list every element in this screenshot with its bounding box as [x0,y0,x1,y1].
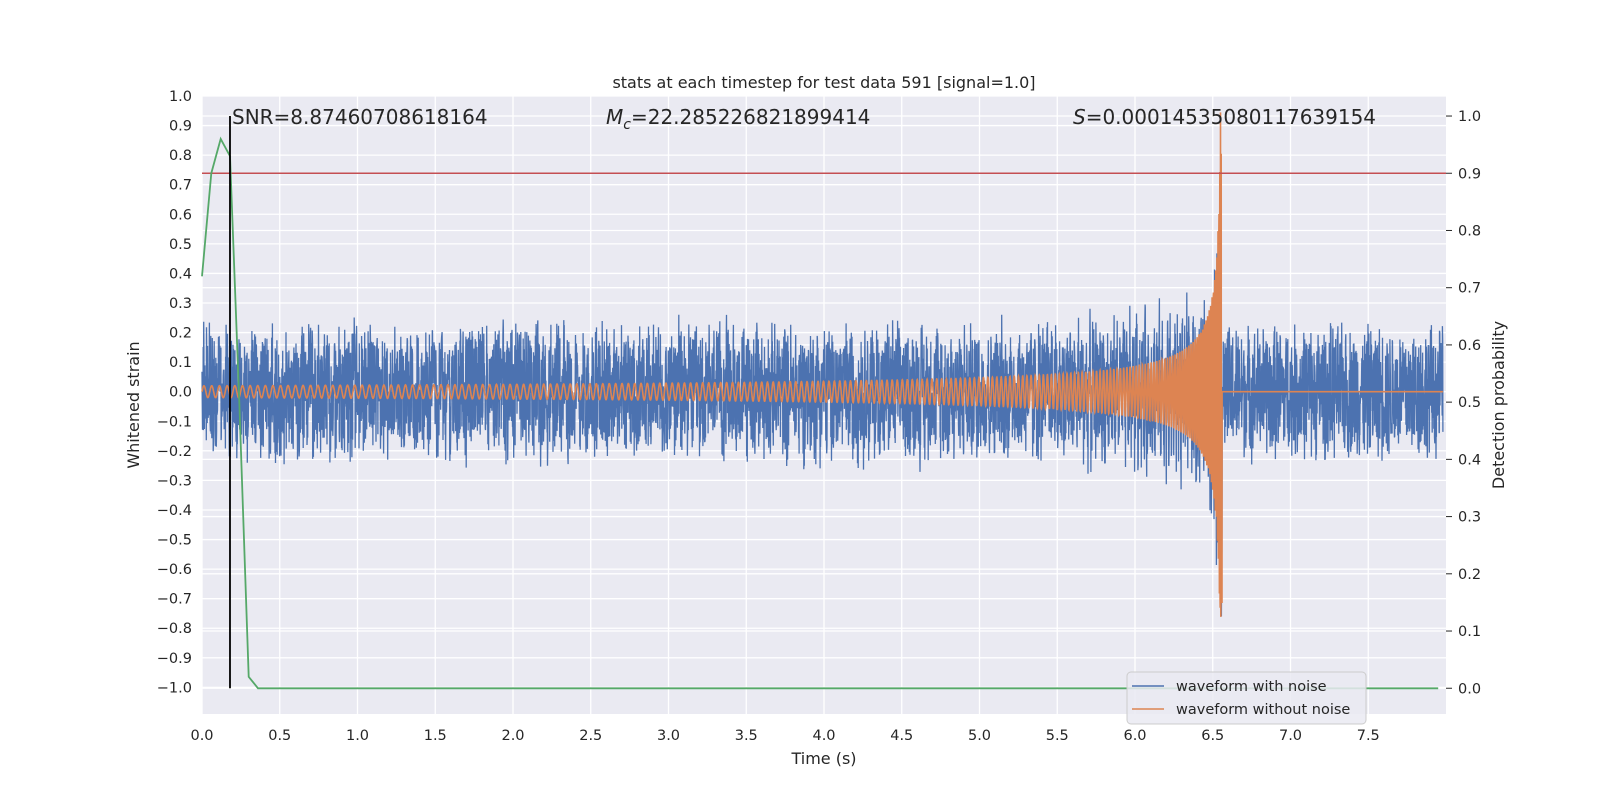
x-tick-label: 4.5 [890,728,913,744]
x-tick-label: 6.0 [1123,728,1146,744]
y-tick-label-right: 0.3 [1458,510,1481,526]
x-tick-label: 2.0 [501,728,524,744]
legend-label-clean: waveform without noise [1176,702,1350,718]
chart-title: stats at each timestep for test data 591… [612,73,1035,92]
y-tick-label: −0.4 [157,503,192,519]
y-tick-label-right: 0.4 [1458,452,1481,468]
y-tick-label: −0.8 [157,621,192,637]
x-tick-label: 4.0 [812,728,835,744]
y-tick-label: −0.9 [157,651,192,667]
y-tick-label-right: 0.5 [1458,395,1481,411]
y-tick-label: −0.6 [157,562,192,578]
plot-content [201,112,1446,690]
y-ticks-right: 1.0 0.9 0.8 0.7 0.6 0.5 0.4 0.3 0.2 0.1 0.0 [1446,109,1481,697]
x-tick-label: 7.5 [1357,728,1380,744]
y-ticks-left: 1.0 0.9 0.8 0.7 0.6 0.5 0.4 0.3 0.2 0.1 0.0 −0.1 −0.… [157,89,192,696]
x-tick-label: 7.0 [1279,728,1302,744]
series-line-with-noise [201,207,1444,617]
series-line-detection-probability [201,136,1439,690]
snr-annotation: SNR=8.87460708618164 [232,105,488,129]
series-line-without-noise [201,112,1443,617]
legend-label-noise: waveform with noise [1176,679,1327,695]
x-tick-label: 0.0 [190,728,213,744]
y-tick-label: 0.8 [169,148,192,164]
y-tick-label-right: 1.0 [1458,109,1481,125]
y-tick-label-right: 0.7 [1458,281,1481,297]
x-tick-label: 3.5 [735,728,758,744]
x-tick-label: 5.0 [968,728,991,744]
y-tick-label: −1.0 [157,680,192,696]
x-tick-label: 2.5 [579,728,602,744]
y-axis-label-right: Detection probability [1489,321,1508,489]
y-tick-label: 0.2 [169,326,192,342]
y-tick-label: 0.5 [169,237,192,253]
x-tick-label: 3.0 [657,728,680,744]
y-axis-label: Whitened strain [124,341,143,468]
x-tick-label: 5.5 [1046,728,1069,744]
y-tick-label: 0.1 [169,355,192,371]
y-tick-label: 0.4 [169,266,192,282]
x-axis-label: Time (s) [790,749,856,768]
y-tick-label: −0.7 [157,592,192,608]
y-tick-label-right: 0.9 [1458,166,1481,182]
chirp-mass-annotation: Mc=22.285226821899414 [606,105,870,133]
x-tick-label: 0.5 [268,728,291,744]
s-annotation: S=0.00014535080117639154 [1073,105,1376,129]
y-tick-label: 1.0 [169,89,192,105]
y-tick-label: −0.1 [157,414,192,430]
y-tick-label: 0.3 [169,296,192,312]
y-tick-label: −0.5 [157,533,192,549]
y-tick-label: 0.0 [169,385,192,401]
legend: waveform with noise waveform without noi… [1126,671,1367,725]
y-tick-label-right: 0.6 [1458,338,1481,354]
y-tick-label: −0.2 [157,444,192,460]
y-tick-label: 0.6 [169,207,192,223]
x-tick-label: 1.5 [424,728,447,744]
y-tick-label-right: 0.1 [1458,624,1481,640]
y-tick-label: 0.9 [169,119,192,135]
x-ticks: 0.0 0.5 1.0 1.5 2.0 2.5 3.0 3.5 4.0 4.5 5.0 5.5 6.0 6… [190,728,1379,744]
x-tick-label: 1.0 [346,728,369,744]
y-tick-label-right: 0.2 [1458,567,1481,583]
y-tick-label: −0.3 [157,473,192,489]
y-tick-label-right: 0.8 [1458,223,1481,239]
legend-box [1126,671,1367,725]
y-tick-label: 0.7 [169,178,192,194]
x-tick-label: 6.5 [1201,728,1224,744]
y-tick-label-right: 0.0 [1458,681,1481,697]
